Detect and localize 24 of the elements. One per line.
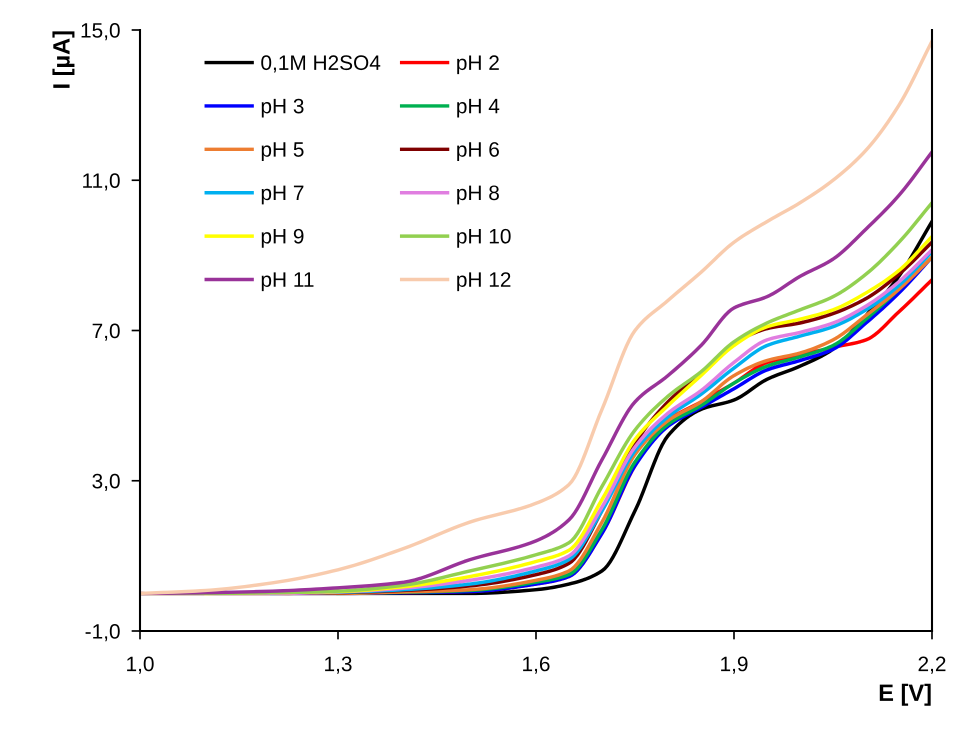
legend-label: pH 8 bbox=[457, 185, 499, 204]
legend-label: pH 6 bbox=[457, 142, 499, 161]
legend-label: pH 4 bbox=[457, 98, 500, 118]
legend-label: pH 12 bbox=[457, 272, 510, 292]
legend-label: pH 7 bbox=[262, 186, 304, 204]
x-tick-label: 2,2 bbox=[918, 656, 946, 674]
y-axis-title: I [µA] bbox=[52, 31, 74, 88]
legend-label: pH 2 bbox=[457, 55, 499, 74]
y-tick-label: 15,0 bbox=[82, 23, 120, 40]
x-tick-label: 1,3 bbox=[325, 656, 352, 674]
x-tick-label: 1,9 bbox=[721, 656, 748, 674]
legend-label: pH 11 bbox=[262, 272, 314, 292]
y-tick-label: 3,0 bbox=[92, 474, 120, 491]
legend-label: 0,1M H2SO4 bbox=[261, 55, 380, 73]
x-tick-label: 1,0 bbox=[127, 656, 154, 674]
legend-label: pH 3 bbox=[262, 98, 304, 118]
legend-label: pH 9 bbox=[262, 228, 304, 248]
legend-label: pH 5 bbox=[262, 142, 304, 161]
y-tick-label: 11,0 bbox=[83, 173, 120, 190]
y-tick-label: -1,0 bbox=[86, 624, 120, 642]
x-tick-label: 1,6 bbox=[523, 656, 550, 674]
x-axis-title: E [V] bbox=[880, 684, 931, 706]
y-tick-label: 7,0 bbox=[92, 324, 120, 341]
legend-label: pH 10 bbox=[457, 228, 511, 248]
